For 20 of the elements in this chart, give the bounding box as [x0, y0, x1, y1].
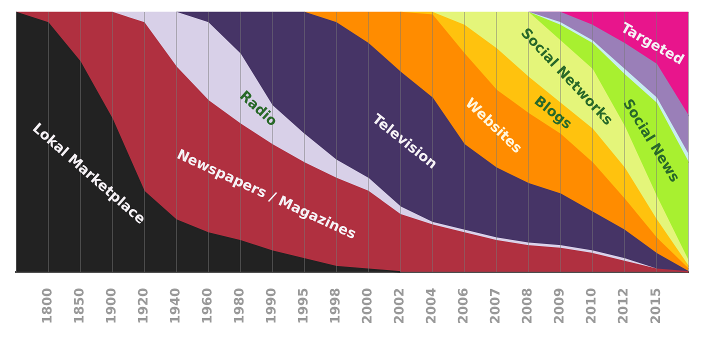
x-tick-label: 2010	[584, 288, 600, 324]
x-tick-label: 2009	[552, 288, 568, 324]
x-tick-label: 1850	[72, 288, 88, 324]
x-tick-label: 2008	[520, 288, 536, 324]
x-tick-label: 2012	[616, 288, 632, 324]
x-tick-label: 2000	[360, 288, 376, 324]
x-tick-label: 2006	[456, 288, 472, 324]
x-tick-label: 1800	[40, 288, 56, 324]
x-tick-label: 1998	[328, 288, 344, 324]
x-tick-label: 1920	[136, 288, 152, 324]
x-tick-label: 1990	[264, 288, 280, 324]
x-tick-label: 2004	[424, 288, 440, 324]
x-tick-label: 2007	[488, 288, 504, 324]
x-tick-label: 2015	[648, 288, 664, 324]
x-tick-label: 1940	[168, 288, 184, 324]
x-tick-label: 1900	[104, 288, 120, 324]
x-tick-label: 1980	[232, 288, 248, 324]
x-tick-label: 1995	[296, 288, 312, 324]
x-tick-label: 1960	[200, 288, 216, 324]
x-tick-label: 2002	[392, 288, 408, 324]
